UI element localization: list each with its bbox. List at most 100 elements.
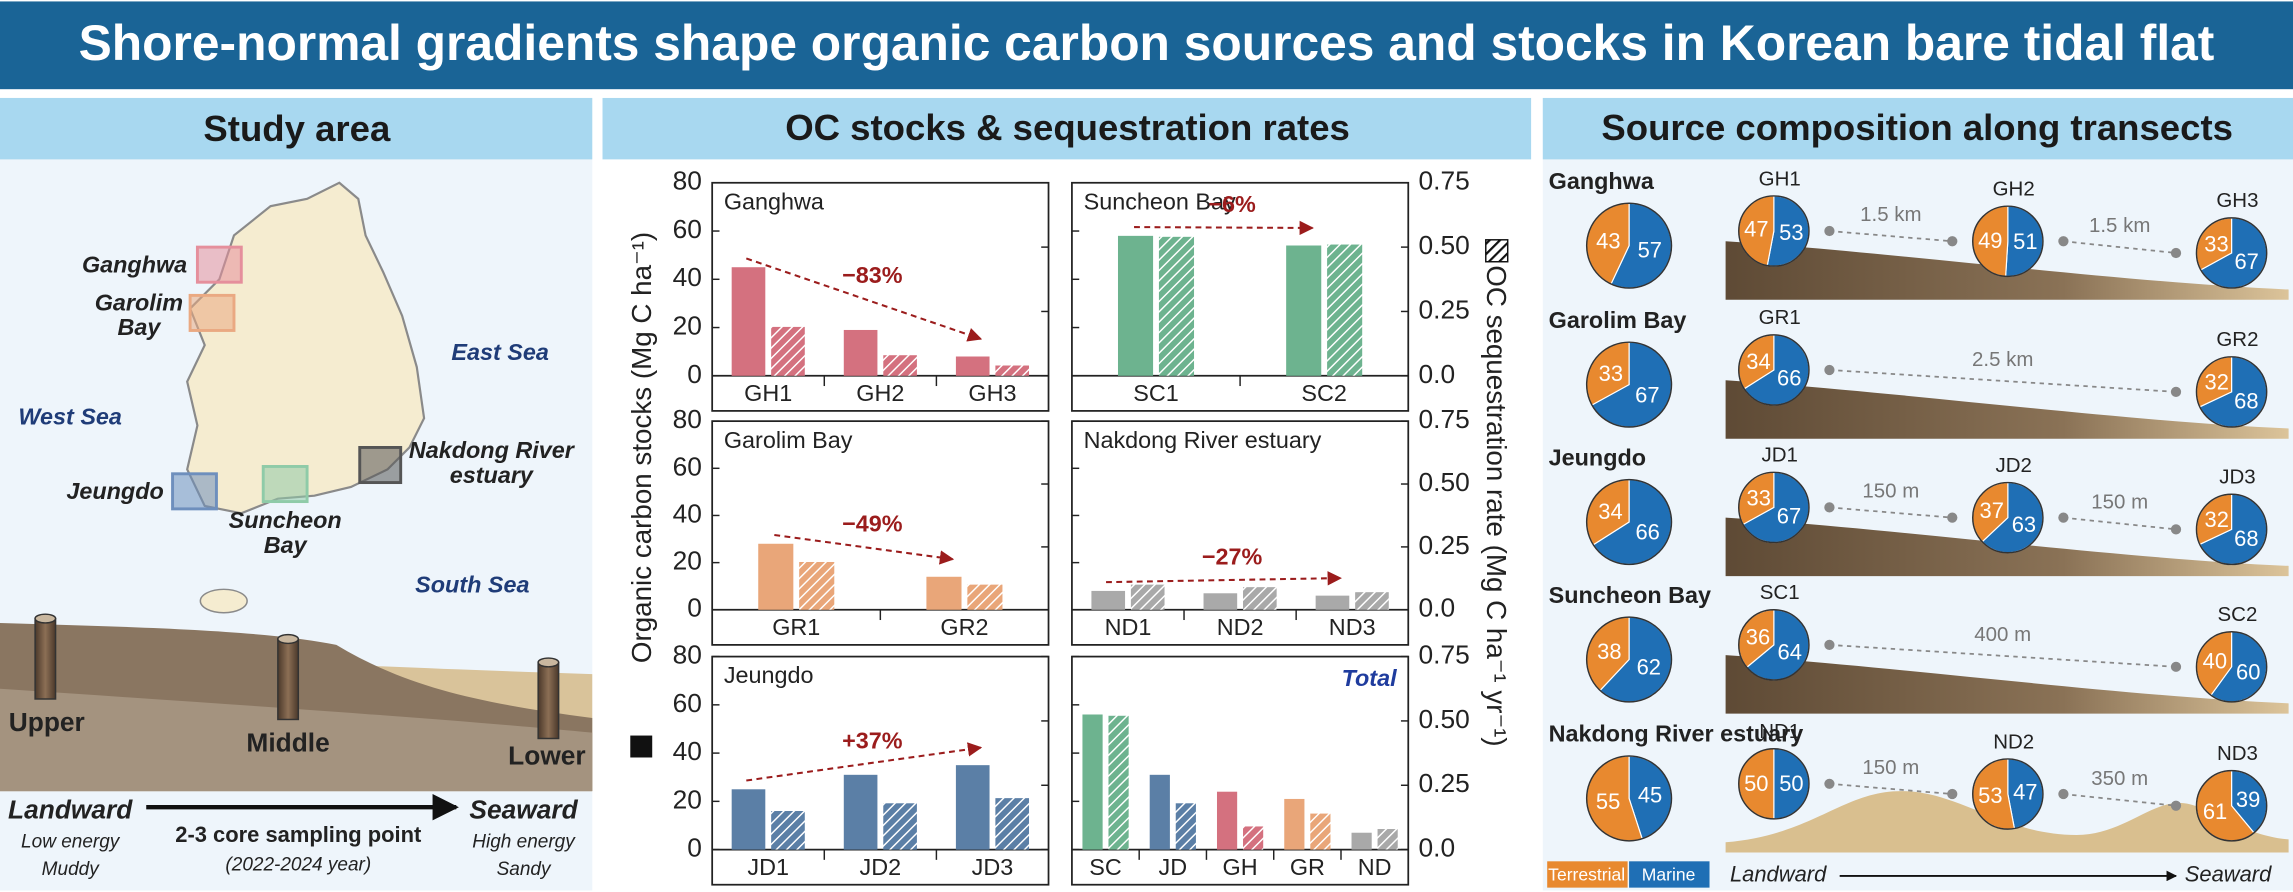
site-name: Ganghwa [1549, 168, 1655, 194]
x-tick-label: GH3 [968, 380, 1016, 406]
stock-bar [843, 329, 878, 376]
stock-bar [1216, 791, 1238, 850]
y-tick-label: 40 [673, 736, 702, 766]
pie-label: 50 [1779, 771, 1803, 796]
x-tick-label: ND2 [1217, 614, 1264, 640]
legend-swatch [1547, 861, 1628, 888]
y2-tick-label: 0.75 [1419, 166, 1470, 196]
seaward-title: Seaward [469, 795, 578, 825]
trend-arrow [1106, 571, 1342, 586]
y2-tick-label: 0.0 [1419, 593, 1456, 623]
site-box [195, 245, 243, 284]
y2-tick-label: 0.0 [1419, 833, 1456, 863]
pie-outline [1738, 747, 1810, 820]
panel-frame [711, 181, 1050, 412]
panel-frame [711, 655, 1050, 886]
core-top [34, 613, 57, 624]
distance-end [1824, 225, 1835, 237]
pie-label: 34 [1746, 349, 1770, 374]
pie-outline [2195, 217, 2268, 289]
x-tick-label: ND3 [1329, 614, 1376, 640]
y-tick-label: 20 [673, 311, 702, 341]
distance-end [1824, 364, 1835, 376]
site-label: Jeungdo [66, 478, 163, 504]
pie-label: 62 [1637, 655, 1661, 680]
distance-end [1824, 639, 1835, 651]
distance-label: 2.5 km [1972, 348, 2033, 371]
pie-label: 61 [2203, 799, 2227, 824]
sea-label: West Sea [18, 403, 122, 429]
sediment-core [34, 617, 57, 700]
header-title: Shore-normal gradients shape organic car… [79, 15, 2215, 71]
pie-outline [1585, 755, 1673, 842]
site-label: Bay [264, 532, 308, 558]
x-tick-label: GH2 [856, 380, 904, 406]
y2-tick-label: 0.25 [1419, 530, 1470, 560]
panel-title: Suncheon Bay [1084, 188, 1236, 214]
distance-label: 350 m [2091, 767, 2148, 790]
stock-bar [843, 774, 878, 850]
landward-title: Landward [8, 795, 133, 825]
oc-panel-bg [602, 97, 1532, 891]
y-tick-label: 0 [687, 833, 702, 863]
y2-tick-label: 0.50 [1419, 467, 1470, 497]
distance-line [2063, 516, 2177, 531]
x-tick-label: GH [1223, 854, 1258, 880]
pie-label: 67 [1635, 383, 1659, 408]
rate-bar [967, 584, 1003, 610]
core-label: ND1 [1759, 720, 1800, 743]
panel-title: Source composition along transects [1601, 107, 2233, 148]
pie-label: 33 [1599, 361, 1623, 386]
core-label: JD1 [1762, 444, 1798, 467]
site-name: Garolim Bay [1549, 307, 1687, 333]
trend-label: −83% [842, 262, 903, 288]
stock-bar [1284, 798, 1305, 850]
y-tick-label: 20 [673, 784, 702, 814]
site-label: Nakdong River [409, 437, 576, 463]
pie-outline [1738, 334, 1810, 406]
site-label: Ganghwa [82, 251, 187, 277]
stock-bar [731, 789, 766, 850]
rate-bar [1130, 584, 1165, 610]
distance-end [2170, 661, 2182, 672]
distance-end [1824, 502, 1835, 513]
distance-end [1824, 778, 1835, 789]
rate-bar [799, 561, 835, 610]
y2-tick-label: 0.25 [1419, 294, 1470, 324]
rate-bar [1327, 244, 1363, 376]
pie-label: 64 [1778, 640, 1802, 665]
pie-label: 43 [1596, 228, 1620, 253]
pie-label: 33 [1747, 486, 1771, 511]
seaward-note: Sandy [497, 859, 552, 880]
rate-bar [1158, 236, 1195, 376]
y2-tick-label: 0.50 [1419, 230, 1470, 260]
y-tick-label: 60 [673, 451, 702, 481]
core-top [277, 633, 300, 645]
legend-swatch [1629, 861, 1710, 888]
tidal-flat-profile [1725, 380, 2289, 439]
x-tick-label: JD [1159, 854, 1188, 880]
axis-end: Seaward [2185, 862, 2272, 887]
landward-note: Low energy [21, 831, 121, 852]
site-name: Suncheon Bay [1549, 582, 1711, 608]
site-name: Nakdong River estuary [1549, 721, 1804, 747]
distance-label: 150 m [2091, 490, 2148, 513]
x-tick-label: ND [1358, 854, 1392, 880]
y2-tick-label: 0.75 [1419, 404, 1470, 434]
trend-arrow [1134, 220, 1314, 236]
core-label: ND3 [2217, 742, 2258, 765]
tidal-flat-profile [1725, 791, 2289, 853]
panel-title: Garolim Bay [724, 427, 853, 453]
pie-label: 57 [1638, 238, 1662, 263]
y2-axis-label: OC sequestration rate (Mg C ha⁻¹ yr⁻¹) [1481, 265, 1512, 746]
panel-title: Jeungdo [724, 662, 814, 688]
x-tick-label: JD2 [860, 854, 902, 880]
pie-label: 55 [1596, 789, 1620, 814]
y-tick-label: 80 [673, 404, 702, 434]
distance-end [2058, 512, 2069, 523]
panel-title: OC stocks & sequestration rates [785, 107, 1350, 148]
y2-tick-label: 0.0 [1419, 359, 1456, 389]
pie-label: 53 [1779, 220, 1803, 245]
